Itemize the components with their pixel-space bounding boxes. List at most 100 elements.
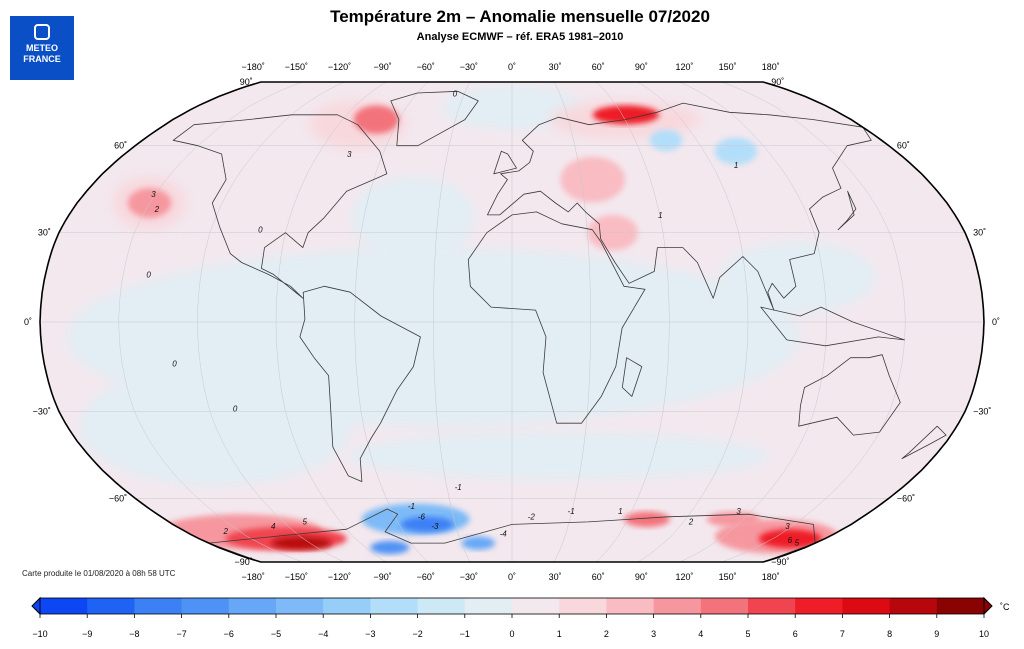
colorbar-swatch	[748, 598, 796, 614]
colorbar-tick-label: 4	[698, 629, 703, 639]
longitude-labels: −180˚ −180˚ −150˚ −150˚ −120˚ −120˚ −90˚ −90˚ −6…	[242, 62, 780, 582]
longitude-label-bottom: 150˚	[719, 572, 737, 582]
contour-label: 2	[154, 205, 160, 214]
continent-outline	[493, 150, 517, 175]
colorbar-tick-label: −6	[224, 629, 234, 639]
anomaly-patch	[351, 176, 475, 259]
anomaly-patch	[714, 137, 758, 165]
colorbar-tick-label: −2	[412, 629, 422, 639]
longitude-label-top: −120˚	[328, 62, 351, 72]
anomaly-patch	[461, 536, 496, 550]
longitude-label-top: −180˚	[242, 62, 265, 72]
colorbar-swatch	[464, 598, 513, 614]
longitude-label-bottom: −180˚	[242, 572, 265, 582]
colorbar-tick-label: 5	[745, 629, 750, 639]
latitude-label-left: 30˚	[38, 228, 51, 238]
anomaly-patch	[560, 156, 625, 203]
continent-outline	[487, 102, 872, 311]
latitude-label-right: −60˚	[897, 493, 915, 503]
anomaly-patch	[271, 536, 332, 550]
longitude-label-bottom: 90˚	[635, 572, 648, 582]
continent-outline	[798, 354, 901, 436]
longitude-label-bottom: 180˚	[762, 572, 780, 582]
contour-label: 5	[795, 538, 800, 547]
colorbar-min-arrow	[31, 596, 41, 616]
map-subtitle: Analyse ECMWF – réf. ERA5 1981–2010	[416, 31, 624, 43]
colorbar-swatch	[228, 598, 277, 614]
colorbar-tick-label: −3	[365, 629, 375, 639]
contour-label: -1	[408, 502, 415, 511]
colorbar-tick-label: 7	[840, 629, 845, 639]
contour-label: -4	[500, 530, 508, 539]
contour-label: 2	[688, 517, 694, 526]
contour-label: -6	[418, 512, 426, 521]
contour-label: 0	[453, 90, 458, 99]
contour-label: -1	[568, 507, 575, 516]
logo-text-line1: METEO	[25, 43, 58, 53]
meteo-france-logo: METEO FRANCE	[10, 16, 74, 80]
latitude-label-right: 60˚	[897, 141, 910, 151]
contour-label: 0	[233, 404, 238, 413]
latitude-label-left: −60˚	[109, 493, 127, 503]
longitude-label-top: 30˚	[549, 62, 562, 72]
continent-outline	[837, 190, 857, 231]
colorbar-tick-label: 2	[604, 629, 609, 639]
colorbar-swatch	[889, 598, 938, 614]
contour-label: 3	[347, 150, 352, 159]
longitude-label-top: 0˚	[508, 62, 516, 72]
colorbar-swatch	[87, 598, 135, 614]
colorbar-tick-label: 8	[887, 629, 892, 639]
longitude-label-top: 120˚	[675, 62, 693, 72]
colorbar-swatch	[181, 598, 230, 614]
colorbar-swatch	[134, 598, 182, 614]
colorbar-swatch	[842, 598, 890, 614]
latitude-label-left: 60˚	[114, 141, 127, 151]
continent-outline	[760, 306, 905, 347]
colorbar-swatch	[276, 598, 324, 614]
colorbar-swatch	[606, 598, 654, 614]
colorbar-tick-label: 10	[979, 629, 989, 639]
colorbar-unit: ˚C	[1000, 602, 1010, 612]
anomaly-patch	[758, 529, 822, 549]
longitude-label-bottom: 30˚	[549, 572, 562, 582]
colorbar-tick-label: −5	[271, 629, 281, 639]
logo-icon	[34, 24, 50, 40]
latitude-label-right: 90˚	[771, 77, 784, 87]
colorbar-swatch	[323, 598, 371, 614]
latitude-labels: 90˚ 60˚ 30˚ 0˚ −30˚ −60˚ −90˚ 90˚ 60˚ 30˚ 0˚ −30˚ −6…	[24, 77, 1000, 567]
colorbar-tick-label: 3	[651, 629, 656, 639]
contour-label: -3	[431, 522, 439, 531]
longitude-label-bottom: 120˚	[675, 572, 693, 582]
latitude-label-left: 90˚	[240, 77, 253, 87]
colorbar-tick-label: 6	[793, 629, 798, 639]
longitude-label-bottom: −60˚	[417, 572, 435, 582]
contour-label: 6	[788, 536, 793, 545]
continent-outline	[299, 285, 421, 482]
colorbar: −10 −9 −8 −7 −6 −5 −4 −3 −2 −1 0 1 2 3 4 5 6 7 8 9 10˚C	[31, 596, 1010, 639]
anomaly-patch	[592, 105, 660, 125]
longitude-label-bottom: 60˚	[592, 572, 605, 582]
colorbar-tick-label: −8	[129, 629, 139, 639]
colorbar-tick-label: −9	[82, 629, 92, 639]
colorbar-tick-label: 9	[934, 629, 939, 639]
globe-outline	[39, 81, 985, 563]
latitude-label-right: −30˚	[973, 406, 991, 416]
anomaly-patch	[370, 540, 410, 555]
latitude-label-right: −90˚	[771, 557, 789, 567]
anomaly-patch	[347, 432, 771, 480]
anomaly-patch	[649, 129, 683, 151]
contour-label: 1	[658, 211, 662, 220]
colorbar-swatch	[417, 598, 466, 614]
longitude-label-bottom: −90˚	[373, 572, 391, 582]
colorbar-swatch	[700, 598, 749, 614]
colorbar-tick-label: 1	[557, 629, 562, 639]
longitude-label-top: 90˚	[635, 62, 648, 72]
longitude-label-bottom: −120˚	[328, 572, 351, 582]
continent-outline	[208, 508, 816, 562]
anomaly-patch	[719, 241, 876, 314]
colorbar-swatch	[370, 598, 418, 614]
production-credit: Carte produite le 01/08/2020 à 08h 58 UT…	[22, 569, 176, 578]
contour-label: 3	[151, 190, 156, 199]
